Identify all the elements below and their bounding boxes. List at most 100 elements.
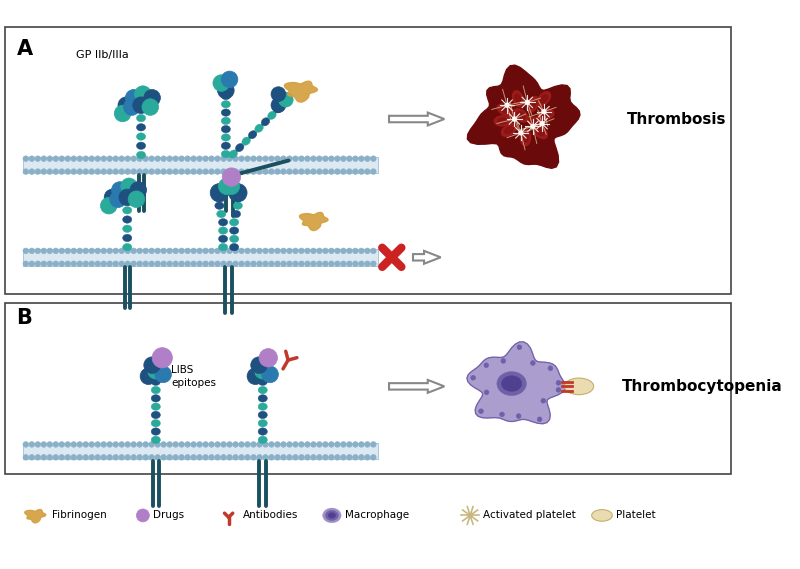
Circle shape — [89, 442, 94, 447]
Circle shape — [245, 156, 250, 162]
Circle shape — [365, 455, 370, 460]
Circle shape — [365, 248, 370, 254]
Circle shape — [125, 169, 130, 174]
Circle shape — [143, 169, 149, 174]
Ellipse shape — [222, 109, 230, 116]
Circle shape — [298, 248, 304, 254]
Circle shape — [149, 455, 154, 460]
Circle shape — [262, 169, 268, 174]
Ellipse shape — [151, 411, 161, 419]
Ellipse shape — [328, 513, 335, 518]
Ellipse shape — [231, 211, 241, 218]
Circle shape — [203, 442, 208, 447]
Circle shape — [95, 455, 101, 460]
Circle shape — [41, 169, 46, 174]
Circle shape — [317, 248, 322, 254]
Circle shape — [23, 248, 29, 254]
Circle shape — [59, 442, 65, 447]
Circle shape — [365, 261, 370, 266]
Circle shape — [71, 248, 77, 254]
Circle shape — [468, 513, 473, 518]
Circle shape — [197, 156, 202, 162]
Text: Activated platelet: Activated platelet — [483, 510, 576, 521]
Circle shape — [149, 156, 154, 162]
Circle shape — [262, 156, 268, 162]
Circle shape — [221, 442, 226, 447]
Ellipse shape — [137, 114, 146, 122]
Circle shape — [370, 261, 376, 266]
Ellipse shape — [258, 378, 267, 385]
Circle shape — [107, 455, 113, 460]
Circle shape — [370, 156, 376, 162]
Ellipse shape — [222, 101, 230, 108]
Circle shape — [130, 182, 146, 199]
Circle shape — [53, 261, 58, 266]
Circle shape — [341, 156, 346, 162]
Circle shape — [353, 248, 358, 254]
Circle shape — [222, 71, 238, 88]
Circle shape — [512, 117, 517, 121]
Circle shape — [505, 103, 510, 108]
Circle shape — [144, 357, 161, 373]
Circle shape — [525, 100, 530, 105]
Circle shape — [65, 442, 70, 447]
Circle shape — [500, 412, 504, 417]
Circle shape — [286, 455, 292, 460]
Circle shape — [310, 169, 316, 174]
Circle shape — [358, 169, 364, 174]
Circle shape — [95, 156, 101, 162]
Circle shape — [149, 442, 154, 447]
Ellipse shape — [254, 124, 263, 133]
Circle shape — [298, 169, 304, 174]
Circle shape — [173, 248, 178, 254]
Circle shape — [293, 442, 298, 447]
Ellipse shape — [536, 128, 544, 135]
Circle shape — [346, 156, 352, 162]
Circle shape — [516, 414, 521, 418]
Ellipse shape — [514, 109, 528, 122]
Ellipse shape — [564, 378, 594, 395]
Circle shape — [179, 156, 184, 162]
Circle shape — [107, 169, 113, 174]
Ellipse shape — [530, 100, 536, 109]
Circle shape — [59, 248, 65, 254]
Circle shape — [250, 357, 267, 373]
Circle shape — [226, 442, 232, 447]
Circle shape — [226, 455, 232, 460]
Circle shape — [191, 248, 196, 254]
Ellipse shape — [151, 436, 161, 443]
Ellipse shape — [230, 218, 238, 226]
Circle shape — [548, 366, 553, 370]
Ellipse shape — [258, 436, 267, 443]
Circle shape — [334, 261, 340, 266]
Ellipse shape — [137, 151, 146, 159]
Ellipse shape — [498, 104, 513, 116]
Circle shape — [286, 169, 292, 174]
Circle shape — [334, 442, 340, 447]
Circle shape — [89, 455, 94, 460]
Ellipse shape — [502, 124, 516, 137]
Circle shape — [250, 261, 256, 266]
Circle shape — [269, 156, 274, 162]
Circle shape — [89, 248, 94, 254]
Circle shape — [119, 248, 125, 254]
Circle shape — [209, 169, 214, 174]
Ellipse shape — [222, 150, 230, 158]
Circle shape — [161, 455, 166, 460]
Circle shape — [142, 99, 158, 116]
Circle shape — [119, 261, 125, 266]
Circle shape — [281, 261, 286, 266]
Circle shape — [305, 261, 310, 266]
Circle shape — [167, 248, 172, 254]
Circle shape — [155, 261, 161, 266]
Circle shape — [358, 442, 364, 447]
Circle shape — [191, 442, 196, 447]
Ellipse shape — [515, 94, 521, 103]
Circle shape — [281, 455, 286, 460]
Ellipse shape — [222, 142, 230, 150]
Circle shape — [293, 248, 298, 254]
Circle shape — [167, 455, 172, 460]
Circle shape — [41, 261, 46, 266]
Circle shape — [131, 248, 137, 254]
Circle shape — [223, 178, 240, 195]
